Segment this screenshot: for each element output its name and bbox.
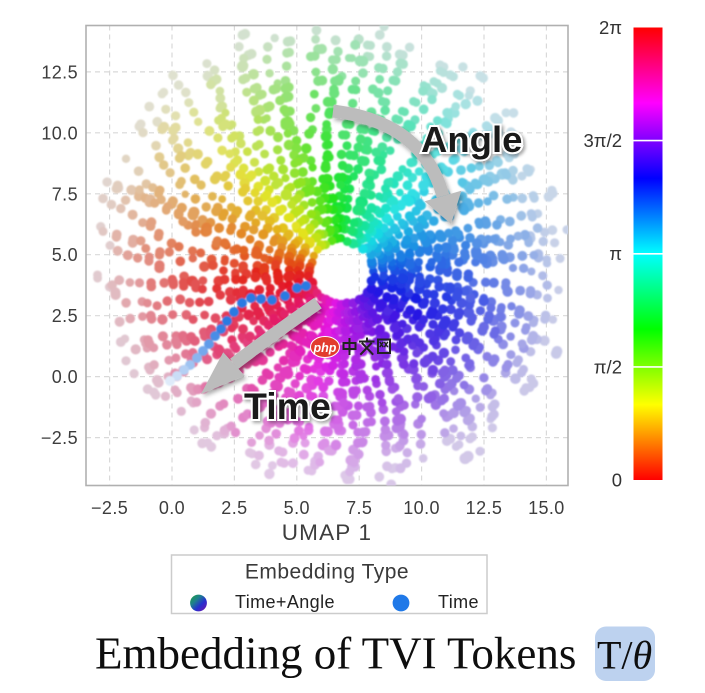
svg-text:7.5: 7.5 (346, 498, 372, 518)
svg-text:2.5: 2.5 (221, 498, 247, 518)
svg-text:3π/2: 3π/2 (584, 130, 622, 151)
svg-text:Time: Time (438, 592, 479, 612)
svg-text:php: php (313, 341, 337, 355)
svg-text:10.0: 10.0 (403, 498, 440, 518)
svg-text:Time: Time (244, 385, 331, 427)
svg-text:10.0: 10.0 (41, 123, 78, 143)
svg-text:π: π (609, 243, 622, 264)
svg-text:2.5: 2.5 (52, 306, 78, 326)
svg-text:π/2: π/2 (594, 356, 622, 377)
svg-text:Angle: Angle (421, 119, 522, 160)
svg-text:15.0: 15.0 (528, 498, 565, 518)
svg-text:−2.5: −2.5 (41, 428, 78, 448)
svg-text:UMAP 1: UMAP 1 (282, 520, 373, 545)
svg-text:5.0: 5.0 (52, 245, 78, 265)
svg-text:0: 0 (612, 470, 622, 491)
svg-text:T/θ: T/θ (597, 633, 652, 678)
svg-text:7.5: 7.5 (52, 184, 78, 204)
svg-text:5.0: 5.0 (284, 498, 310, 518)
svg-text:12.5: 12.5 (41, 62, 78, 82)
svg-text:2π: 2π (599, 17, 622, 38)
svg-text:Embedding of TVI Tokens: Embedding of TVI Tokens (95, 629, 576, 679)
svg-text:Time+Angle: Time+Angle (235, 592, 335, 612)
svg-text:Embedding Type: Embedding Type (245, 561, 409, 584)
svg-text:0.0: 0.0 (52, 367, 78, 387)
svg-text:−2.5: −2.5 (91, 498, 128, 518)
svg-text:0.0: 0.0 (159, 498, 185, 518)
svg-text:12.5: 12.5 (466, 498, 503, 518)
